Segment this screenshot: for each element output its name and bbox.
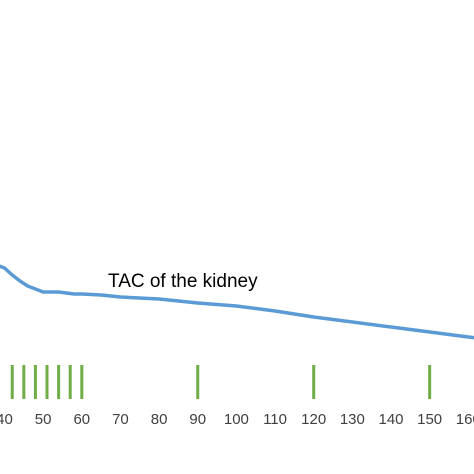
x-tick-label-120: 120 <box>301 411 326 428</box>
x-tick-label-130: 130 <box>340 411 365 428</box>
x-tick-label-50: 50 <box>35 411 52 428</box>
x-tick-label-140: 140 <box>378 411 403 428</box>
tac-kidney-line <box>0 264 474 340</box>
x-tick-label-110: 110 <box>263 411 287 428</box>
x-tick-label-60: 60 <box>73 411 90 428</box>
x-tick-label-40: 40 <box>0 411 13 428</box>
x-tick-label-160: 160 <box>456 411 474 428</box>
x-tick-label-90: 90 <box>189 411 206 428</box>
series-annotation: TAC of the kidney <box>108 271 258 292</box>
x-tick-label-80: 80 <box>151 411 168 428</box>
x-tick-label-150: 150 <box>417 411 442 428</box>
x-tick-label-70: 70 <box>112 411 129 428</box>
x-tick-label-100: 100 <box>224 411 249 428</box>
x-axis-tick-labels: 40 50 60 70 80 90 100 110 120 130 140 150 160 <box>0 411 474 428</box>
marker-group <box>10 365 432 399</box>
